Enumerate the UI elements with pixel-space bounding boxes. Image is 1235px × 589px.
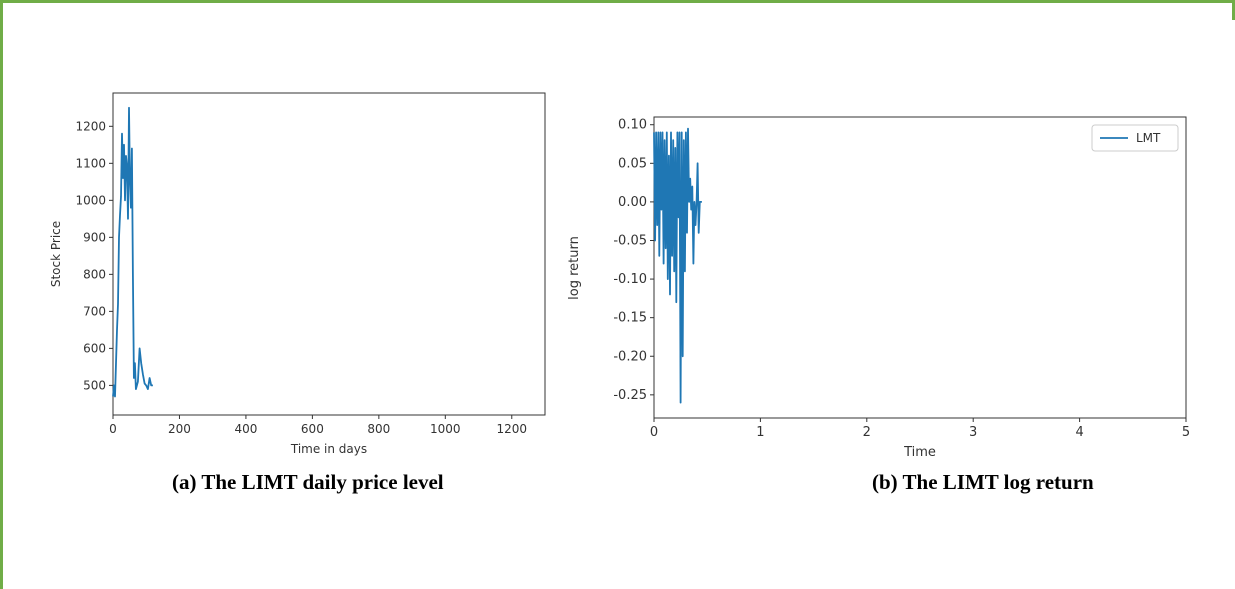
chart-b-y-tick-label: 0.05: [618, 156, 647, 171]
chart-b-axes-frame: [653, 116, 1187, 419]
chart-b-x-tick-label: 2: [863, 425, 871, 440]
chart-b-legend-label: LMT: [1136, 131, 1161, 145]
chart-a-series-line: [112, 106, 153, 398]
chart-b-x-tick-label: 1: [756, 425, 764, 440]
chart-a-y-tick-label: 1200: [75, 119, 106, 133]
chart-a-x-tick-label: 800: [367, 422, 390, 436]
chart-b-y-tick-label: -0.25: [613, 388, 647, 403]
chart-a-y-tick-label: 900: [83, 230, 106, 244]
chart-a-x-tick-label: 0: [109, 422, 117, 436]
chart-a-x-tick-label: 1000: [430, 422, 461, 436]
chart-a-y-axis-label: Stock Price: [49, 221, 63, 287]
chart-b-x-tick-label: 4: [1075, 425, 1083, 440]
chart-a-x-tick-label: 200: [168, 422, 191, 436]
chart-b-series-line: [653, 127, 702, 404]
caption-a: (a) The LIMT daily price level: [172, 470, 444, 494]
chart-b-y-tick-label: -0.05: [613, 233, 647, 248]
chart-a-y-tick-label: 800: [83, 267, 106, 281]
chart-b-x-tick-label: 5: [1182, 425, 1190, 440]
chart-a-x-axis-label: Time in days: [290, 442, 367, 456]
caption-b: (b) The LIMT log return: [872, 470, 1094, 494]
chart-b-y-tick-label: 0.00: [618, 195, 647, 210]
chart-a-x-tick-label: 1200: [496, 422, 527, 436]
chart-b-y-tick-label: -0.20: [613, 349, 647, 364]
chart-b-x-tick-label: 3: [969, 425, 977, 440]
chart-a-y-tick-label: 1000: [75, 193, 106, 207]
chart-a-y-tick-label: 1100: [75, 156, 106, 170]
chart-b-y-tick-label: -0.15: [613, 311, 647, 326]
chart-b-x-axis-label: Time: [903, 445, 936, 460]
frame-border-left: [0, 0, 3, 589]
chart-b-y-tick-label: -0.10: [613, 272, 647, 287]
chart-b-legend-box: [1091, 124, 1179, 152]
frame-border-right: [1232, 0, 1235, 20]
chart-a-y-tick-label: 700: [83, 304, 106, 318]
chart-a-x-tick-label: 600: [301, 422, 324, 436]
chart-a-y-tick-label: 500: [83, 378, 106, 392]
frame-border-top: [0, 0, 1235, 3]
chart-b-x-tick-label: 0: [650, 425, 658, 440]
chart-a-axes-frame: [112, 92, 546, 416]
chart-b-y-axis-label: log return: [567, 236, 582, 300]
chart-b-y-tick-label: 0.10: [618, 118, 647, 133]
chart-a-y-tick-label: 600: [83, 341, 106, 355]
chart-a-x-tick-label: 400: [234, 422, 257, 436]
